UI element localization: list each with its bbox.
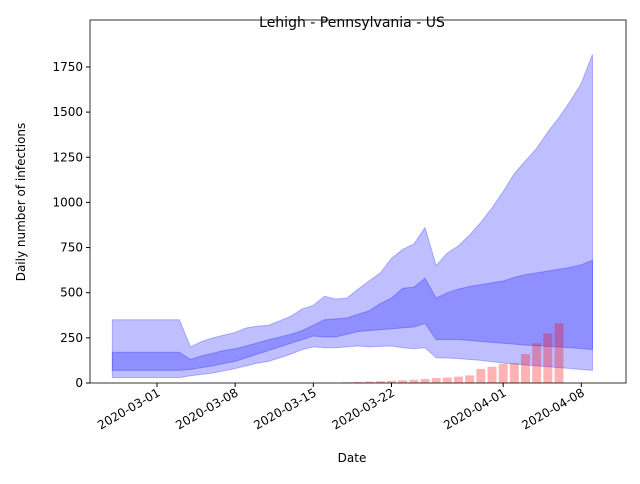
bar (398, 380, 408, 383)
y-tick-label: 1250 (52, 150, 83, 164)
x-tick-label: 2020-04-08 (519, 385, 586, 432)
bar (465, 375, 475, 383)
y-tick-label: 0 (75, 376, 83, 390)
bar (442, 377, 452, 383)
x-tick-label: 2020-03-15 (251, 385, 318, 432)
x-tick-label: 2020-04-01 (441, 385, 508, 432)
bar (409, 379, 419, 383)
x-tick-label: 2020-03-08 (173, 385, 240, 432)
x-axis-label: Date (338, 451, 367, 465)
bar (532, 343, 542, 383)
bar (454, 376, 463, 383)
y-tick-label: 1000 (52, 195, 83, 209)
bar (420, 379, 430, 383)
plot-frame (89, 19, 627, 384)
bar (498, 364, 508, 383)
confidence-band (111, 54, 593, 379)
bar (521, 354, 530, 383)
y-tick-label: 750 (60, 241, 83, 255)
y-tick-label: 1500 (52, 105, 83, 119)
bar (543, 333, 553, 383)
y-axis-label: Daily number of infections (14, 123, 28, 282)
bar (375, 381, 385, 383)
y-tick-label: 500 (60, 286, 83, 300)
chart-title: Lehigh - Pennsylvania - US (259, 15, 445, 31)
bar (487, 366, 497, 383)
bar (364, 381, 374, 383)
bar (387, 380, 396, 383)
y-tick-label: 1750 (52, 60, 83, 74)
bar (353, 381, 363, 383)
bar (509, 363, 519, 383)
bar (431, 378, 441, 383)
bar (476, 368, 486, 383)
y-tick-label: 250 (60, 331, 83, 345)
x-tick-label: 2020-03-01 (95, 385, 162, 432)
bar (554, 323, 564, 383)
x-tick-label: 2020-03-22 (330, 385, 397, 432)
confidence-band (111, 259, 593, 371)
